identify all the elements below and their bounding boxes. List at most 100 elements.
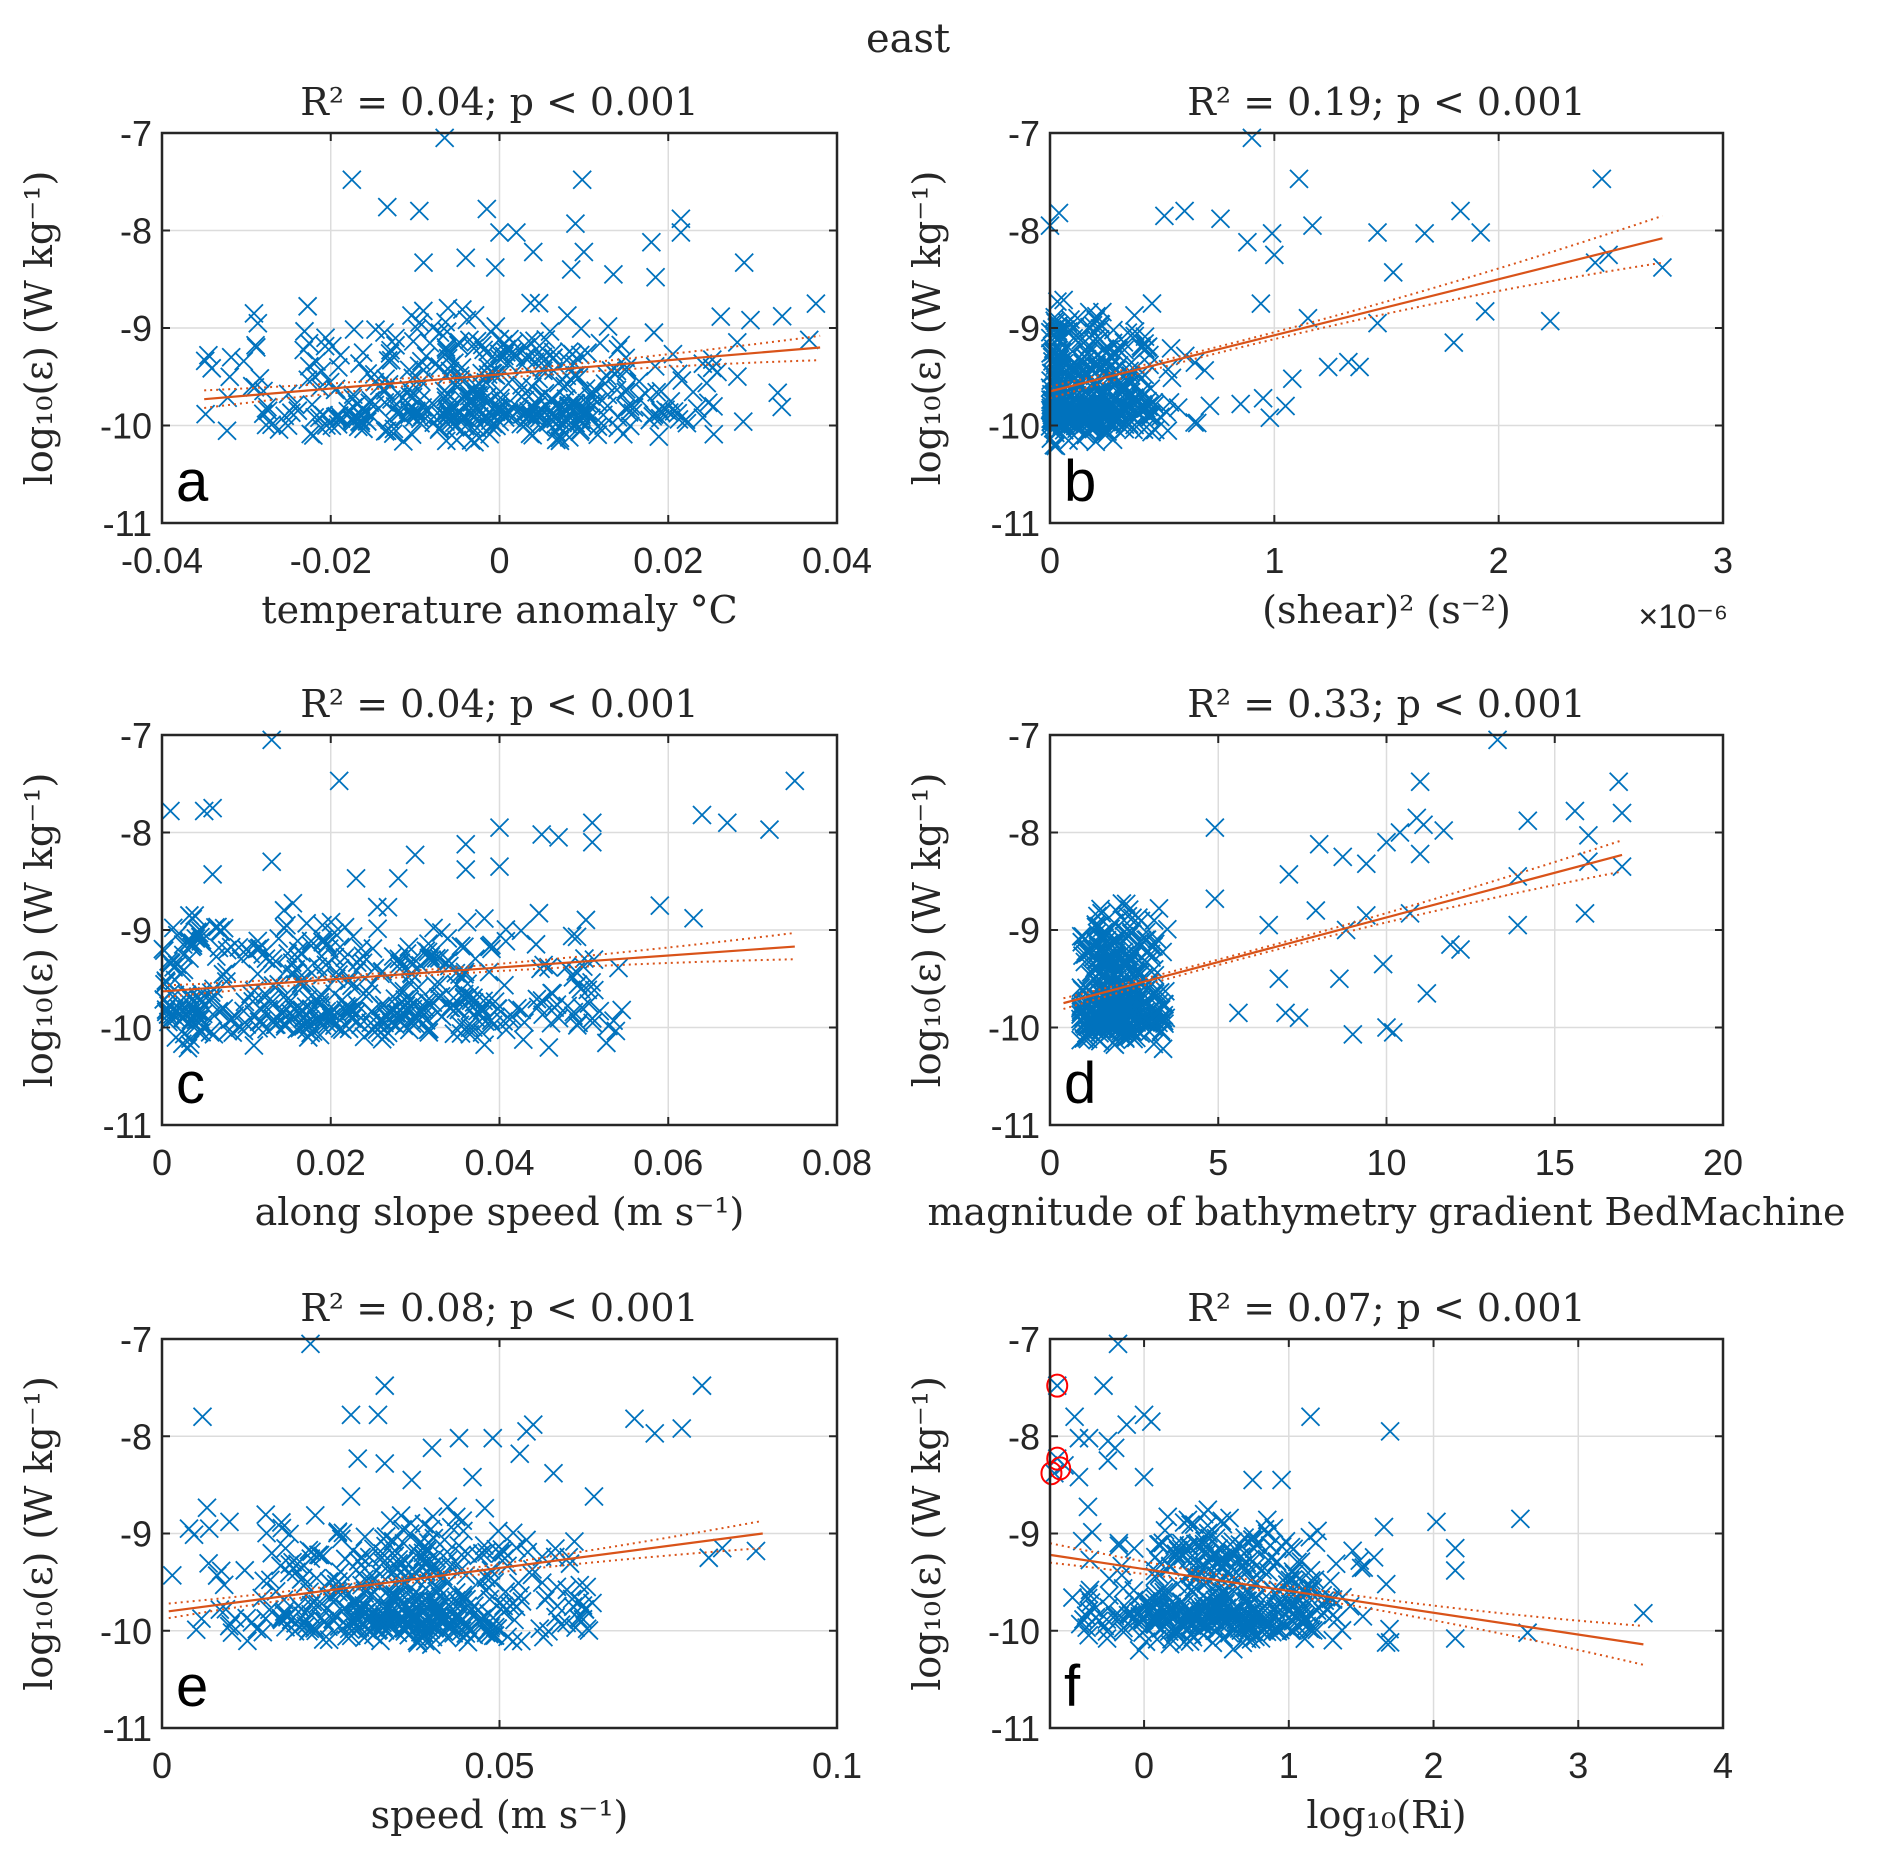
- data-point: [310, 377, 330, 398]
- data-point: [1287, 1552, 1308, 1572]
- data-point: [1450, 939, 1471, 960]
- data-point: [1275, 396, 1296, 416]
- data-point: [1237, 1629, 1257, 1649]
- data-point: [454, 1628, 474, 1648]
- data-point: [1114, 926, 1134, 946]
- data-point: [1246, 1556, 1266, 1576]
- data-point: [1612, 803, 1632, 823]
- data-point: [646, 382, 667, 402]
- y-tick-label: -10: [100, 1008, 152, 1049]
- data-point: [1083, 416, 1103, 436]
- data-point: [1129, 1586, 1150, 1606]
- data-point: [1205, 889, 1225, 909]
- data-point: [1172, 1546, 1193, 1567]
- y-tick-label: -9: [1008, 308, 1040, 349]
- data-point: [1309, 834, 1329, 854]
- data-point: [280, 1003, 300, 1023]
- data-point: [1174, 1604, 1194, 1624]
- data-point: [1125, 326, 1145, 346]
- data-point: [611, 335, 631, 355]
- data-point: [645, 267, 666, 287]
- data-point: [733, 411, 753, 432]
- data-point: [520, 293, 541, 313]
- data-point: [510, 1444, 530, 1464]
- data-point: [413, 253, 434, 273]
- data-point: [213, 964, 233, 984]
- data-point: [380, 1510, 400, 1531]
- data-point: [402, 1470, 422, 1490]
- data-point: [288, 401, 308, 421]
- data-point: [301, 1604, 321, 1624]
- data-point: [1044, 341, 1064, 361]
- data-point: [253, 1622, 273, 1642]
- data-point: [1049, 203, 1069, 223]
- data-point: [582, 1008, 602, 1029]
- data-point: [1074, 1028, 1094, 1049]
- data-point: [1343, 1024, 1363, 1044]
- x-tick-label: 2: [1424, 1745, 1444, 1786]
- data-point: [562, 1589, 582, 1609]
- data-point: [1107, 1611, 1127, 1631]
- y-tick-label: -10: [988, 1008, 1040, 1049]
- data-point: [344, 1618, 364, 1639]
- data-point: [1161, 338, 1181, 359]
- data-point: [1289, 1008, 1309, 1028]
- data-point: [472, 998, 492, 1018]
- data-point: [1124, 1590, 1144, 1610]
- data-point: [1184, 412, 1205, 433]
- data-point: [275, 1014, 295, 1034]
- data-point: [506, 222, 527, 243]
- x-tick-label: 10: [1366, 1142, 1406, 1183]
- data-point: [516, 1530, 537, 1550]
- data-point: [567, 927, 587, 947]
- data-point: [570, 1575, 590, 1595]
- y-axis-label: log₁₀(ε) (W kg⁻¹): [905, 773, 949, 1088]
- data-point: [526, 934, 546, 954]
- data-point: [306, 1621, 326, 1641]
- data-point: [449, 1428, 469, 1448]
- data-point: [448, 335, 469, 355]
- data-point: [1073, 333, 1094, 353]
- data-point: [1426, 1512, 1447, 1532]
- data-point: [341, 976, 362, 996]
- scatter-series: [162, 1334, 766, 1655]
- data-point: [538, 1586, 558, 1606]
- data-point: [676, 409, 696, 430]
- data-point: [202, 864, 223, 885]
- data-point: [535, 1590, 555, 1610]
- data-point: [683, 382, 703, 402]
- data-point: [785, 771, 805, 791]
- data-point: [1293, 1580, 1313, 1600]
- data-point: [436, 431, 456, 451]
- data-point: [546, 422, 566, 442]
- data-point: [806, 293, 826, 314]
- data-point: [291, 1599, 311, 1619]
- data-point: [278, 943, 298, 964]
- data-point: [1096, 950, 1116, 970]
- data-point: [343, 388, 363, 408]
- x-axis-label: (shear)² (s⁻²): [1262, 588, 1511, 632]
- data-point: [365, 372, 385, 392]
- x-axis-label: log₁₀(Ri): [1306, 1793, 1466, 1837]
- data-point: [321, 912, 341, 932]
- data-point: [429, 974, 450, 994]
- data-point: [292, 970, 312, 990]
- y-tick-label: -10: [100, 1611, 152, 1652]
- highlight-circle: [1046, 1373, 1069, 1398]
- data-point: [421, 949, 442, 970]
- data-point: [328, 414, 348, 435]
- data-point: [488, 999, 508, 1019]
- data-point: [1198, 1515, 1218, 1536]
- data-point: [574, 948, 595, 969]
- data-point: [1383, 1022, 1403, 1043]
- data-point: [1201, 1548, 1222, 1569]
- data-point: [324, 1604, 344, 1625]
- data-point: [1153, 1533, 1173, 1553]
- data-point: [772, 397, 792, 417]
- data-point: [545, 1607, 566, 1627]
- data-point: [441, 998, 461, 1018]
- data-point: [393, 431, 413, 451]
- data-point: [472, 1613, 492, 1633]
- data-point: [507, 998, 527, 1018]
- data-point: [529, 293, 549, 313]
